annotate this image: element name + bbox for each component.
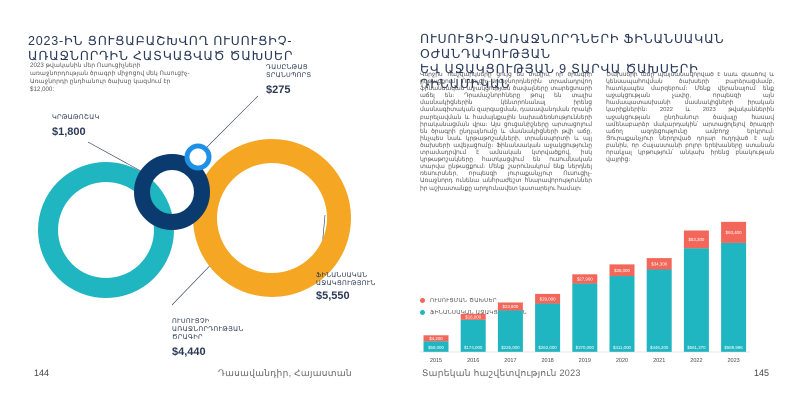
bar-label-financial-2023: $589,996 (724, 345, 743, 350)
donut-rings-chart (38, 95, 351, 306)
x-tick-2021: 2021 (653, 358, 665, 364)
bar-label-teaching-2020: $35,000 (614, 268, 630, 273)
right-page: ՈՒՍՈՒՑԻՉ-ԱՌԱՋՆՈՐԴՆԵՐԻ ՖԻՆԱՆՍԱԿԱՆ ՕԺԱՆԴԱԿ… (400, 0, 800, 400)
legend-label-financial: ՖԻՆԱՆՍԱԿԱՆ ԱՋԱԿՑՈՒԹՅՈՒՆ (430, 310, 527, 316)
bar-financial-2018 (535, 303, 561, 352)
bar-label-financial-2019: $370,000 (576, 345, 595, 350)
value-transport: $275 (266, 84, 291, 96)
bar-label-teaching-2022: $53,300 (688, 237, 704, 242)
legend-swatch-financial (420, 310, 425, 316)
bar-teaching-2019 (572, 274, 598, 284)
legend-swatch-teaching (420, 298, 425, 304)
x-tick-2017: 2017 (504, 358, 516, 364)
bar-teaching-2016 (460, 313, 486, 320)
legend-item-teaching: ՈՒՍՈՒՑՄԱՆ ԾԱԽՍԵՐ (420, 298, 497, 304)
bar-label-teaching-2016: $16,000 (465, 314, 481, 319)
ring-financial-support (193, 139, 351, 297)
value-financial: $5,550 (316, 290, 350, 302)
ring-transport-center (196, 155, 200, 159)
bar-financial-2022 (683, 248, 709, 352)
left-intro-text: 2023 թվականին մեր Ուսուցիչների առաջնորդո… (30, 62, 190, 93)
bar-financial-2023 (721, 242, 747, 352)
bar-label-financial-2020: $411,000 (613, 345, 632, 350)
body-column-1: Վերջին հաշվարկները ցույց են տալիս, որ ծր… (420, 72, 592, 192)
running-head-left: Դասավանդիր, Հայաստան (218, 368, 352, 378)
bar-teaching-2023 (721, 221, 747, 243)
bar-label-teaching-2021: $34,300 (651, 261, 667, 266)
bar-financial-2016 (460, 319, 486, 352)
bar-label-teaching-2023: $63,400 (726, 230, 742, 235)
running-head-right: Տարեկան հաշվետվություն 2023 (422, 368, 581, 378)
ring-scholarship (134, 154, 210, 230)
bar-financial-2021 (646, 269, 672, 352)
x-tick-2022: 2022 (690, 358, 702, 364)
page-number-left: 144 (34, 368, 50, 378)
x-tick-2018: 2018 (541, 358, 553, 364)
bar-label-teaching-2019: $27,900 (577, 277, 593, 282)
bar-label-teaching-2018: $29,000 (540, 296, 556, 301)
label-scholarship: ԿՐԹԱԹՈՇԱԿ (52, 114, 100, 121)
bar-teaching-2017 (497, 302, 523, 311)
x-tick-2015: 2015 (430, 358, 442, 364)
bar-teaching-2022 (683, 230, 709, 249)
bar-financial-2019 (572, 283, 598, 352)
bar-label-financial-2022: $561,370 (687, 345, 706, 350)
bar-label-teaching-2015: $4,200 (429, 336, 443, 341)
bar-teaching-2021 (646, 258, 672, 270)
bar-label-financial-2015: $58,000 (428, 345, 444, 350)
page-number-right: 145 (754, 368, 770, 378)
label-transport: ԴԱՍԸՆԹԱՑ ՏՐԱՆՍՊՈՐՏ (266, 64, 312, 79)
bar-financial-2015 (423, 341, 449, 352)
label-program: ՈՒՍՈՒՑՉԻ ԱՌԱՋՆՈՐԴՈՒԹՅԱՆ ԾՐԱԳԻՐ (172, 318, 244, 341)
x-tick-2019: 2019 (579, 358, 591, 364)
x-tick-2020: 2020 (616, 358, 628, 364)
bar-label-financial-2017: $225,000 (501, 345, 520, 350)
bar-teaching-2020 (609, 264, 635, 277)
right-title-line-1: ՈՒՍՈՒՑԻՉ-ԱՌԱՋՆՈՐԴՆԵՐԻ ՖԻՆԱՆՍԱԿԱՆ ՕԺԱՆԴԱԿ… (420, 32, 725, 61)
ring-leadership-program (38, 162, 174, 298)
value-scholarship: $1,800 (52, 126, 86, 138)
bar-label-financial-2018: $262,000 (538, 345, 557, 350)
bar-teaching-2018 (535, 293, 561, 304)
leader-line-scholarship (87, 141, 149, 176)
right-page-title: ՈՒՍՈՒՑԻՉ-ԱՌԱՋՆՈՐԴՆԵՐԻ ՖԻՆԱՆՍԱԿԱՆ ՕԺԱՆԴԱԿ… (420, 32, 760, 92)
bar-label-financial-2021: $446,200 (650, 345, 669, 350)
legend-label-teaching: ՈՒՍՈՒՑՄԱՆ ԾԱԽՍԵՐ (430, 298, 497, 304)
body-column-2: Ծախսերի աճը պայմանավորված է նաև գնաճով և… (606, 72, 774, 164)
x-tick-2016: 2016 (467, 358, 479, 364)
left-page-title: 2023-ԻՆ ՑՈՒՑԱԲԱՇԽՎՈՂ ՈՒՍՈՒՑԻՉ-ԱՌԱՋՆՈՐԴԻՆ… (28, 34, 294, 63)
label-financial: ՖԻՆԱՆՍԱԿԱՆ ԱՋԱԿՑՈՒԹՅՈՒՆ (316, 272, 376, 287)
bar-teaching-2015 (423, 335, 449, 342)
bar-label-teaching-2017: $23,800 (502, 304, 518, 309)
left-page: 2023-ԻՆ ՑՈՒՑԱԲԱՇԽՎՈՂ ՈՒՍՈՒՑԻՉ-ԱՌԱՋՆՈՐԴԻՆ… (28, 34, 376, 378)
bar-chart: $58,000 $4,200 2015 $174,000 $16,000 2016 $225… (419, 221, 751, 364)
bar-financial-2020 (609, 276, 635, 352)
legend-item-financial: ՖԻՆԱՆՍԱԿԱՆ ԱՋԱԿՑՈՒԹՅՈՒՆ (420, 310, 527, 316)
bar-financial-2017 (497, 310, 523, 352)
x-tick-2023: 2023 (727, 358, 739, 364)
right-title-line-2: ԵՎ ԱՋԱԿՑՈՒԹՅԱՆ 9 ՏԱՐՎԱ ԾԱԽՍԵՐԻ ԴԻՆԱՄԻԿԱՆ (420, 62, 699, 91)
value-program: $4,440 (172, 346, 206, 358)
bar-label-financial-2016: $174,000 (464, 345, 483, 350)
